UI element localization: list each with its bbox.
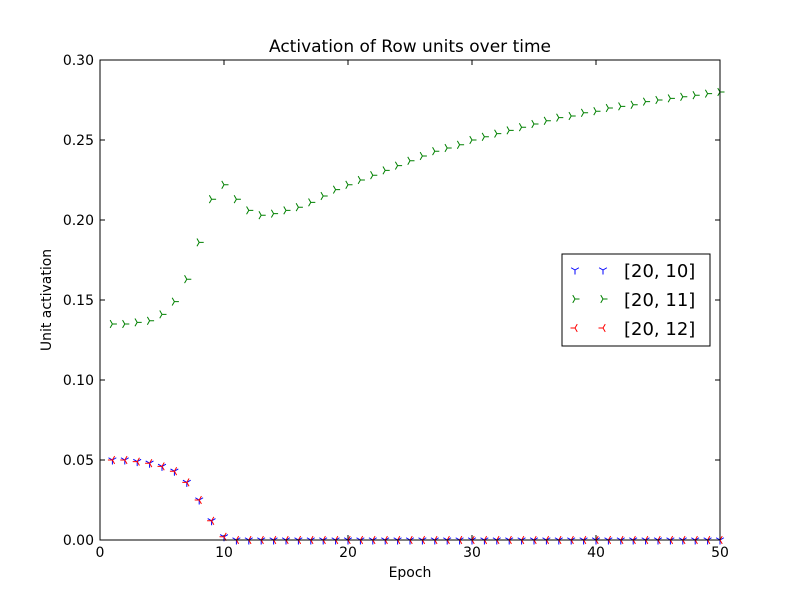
legend-markers bbox=[570, 267, 608, 333]
data-point bbox=[295, 203, 303, 212]
legend-marker bbox=[572, 294, 580, 304]
legend-marker bbox=[570, 323, 578, 333]
plot-frame bbox=[99, 59, 721, 541]
legend-marker bbox=[598, 267, 608, 275]
data-point bbox=[543, 116, 551, 125]
data-point bbox=[568, 111, 576, 121]
data-point bbox=[196, 238, 204, 247]
data-point bbox=[469, 135, 477, 145]
data-point bbox=[208, 195, 217, 204]
data-point bbox=[506, 126, 514, 135]
data-point bbox=[194, 495, 202, 505]
data-point bbox=[667, 94, 675, 103]
data-point bbox=[246, 206, 254, 215]
data-point bbox=[531, 119, 539, 129]
data-point bbox=[221, 180, 229, 189]
data-point bbox=[444, 143, 452, 153]
data-point bbox=[171, 297, 179, 306]
data-point bbox=[169, 467, 178, 476]
data-point bbox=[618, 102, 626, 111]
data-point bbox=[145, 459, 153, 468]
data-point bbox=[419, 151, 427, 161]
data-point bbox=[258, 211, 266, 220]
data-point bbox=[308, 198, 316, 207]
legend-label-series-2: [20, 11] bbox=[624, 290, 695, 311]
chart-title: Activation of Row units over time bbox=[269, 37, 551, 57]
data-point bbox=[655, 95, 663, 105]
legend-marker bbox=[598, 323, 606, 333]
y-tick-label: 0.15 bbox=[63, 293, 94, 309]
x-tick-label: 0 bbox=[96, 545, 105, 561]
data-point bbox=[494, 129, 502, 138]
legend-marker bbox=[600, 294, 608, 304]
data-point bbox=[456, 140, 465, 149]
data-point bbox=[692, 91, 700, 100]
x-tick-label: 50 bbox=[711, 545, 729, 561]
data-point bbox=[630, 100, 638, 109]
data-point bbox=[357, 175, 365, 185]
legend: [20, 10] [20, 11] [20, 12] bbox=[561, 253, 711, 347]
data-point bbox=[382, 166, 390, 175]
tick-labels-group: 0 10 20 30 40 50 0.00 0.05 0.10 0.15 0.20 0.25 0.30 bbox=[63, 53, 729, 561]
data-point bbox=[283, 206, 291, 215]
data-point bbox=[481, 132, 489, 141]
y-axis-label: Unit activation bbox=[39, 249, 55, 351]
data-point bbox=[370, 171, 378, 180]
x-axis-label: Epoch bbox=[389, 565, 432, 581]
data-point bbox=[159, 310, 167, 319]
data-point bbox=[407, 156, 415, 165]
data-point bbox=[556, 113, 564, 122]
data-point bbox=[270, 209, 279, 218]
data-point bbox=[122, 319, 130, 329]
data-point bbox=[593, 107, 601, 116]
data-point bbox=[233, 195, 241, 204]
data-point bbox=[120, 455, 128, 465]
markers-group bbox=[107, 87, 725, 545]
data-point bbox=[207, 516, 215, 525]
data-point bbox=[157, 462, 165, 471]
legend-label-series-1: [20, 10] bbox=[624, 261, 695, 282]
data-point bbox=[394, 161, 403, 170]
data-point bbox=[642, 97, 651, 106]
data-point bbox=[345, 180, 353, 189]
data-point bbox=[704, 89, 713, 98]
y-tick-label: 0.00 bbox=[63, 533, 94, 549]
data-point bbox=[680, 92, 688, 101]
data-point bbox=[320, 191, 328, 201]
data-point bbox=[134, 318, 142, 327]
series-2 bbox=[109, 87, 725, 329]
y-tick-label: 0.05 bbox=[63, 453, 94, 469]
data-point bbox=[132, 457, 140, 466]
data-point bbox=[184, 275, 192, 284]
data-point bbox=[182, 478, 190, 487]
y-tick-label: 0.30 bbox=[63, 53, 94, 69]
data-point bbox=[332, 185, 341, 194]
legend-label-series-3: [20, 12] bbox=[624, 319, 695, 340]
x-tick-label: 20 bbox=[339, 545, 357, 561]
y-tick-label: 0.10 bbox=[63, 373, 94, 389]
data-point bbox=[146, 316, 155, 325]
data-point bbox=[518, 123, 527, 132]
legend-box bbox=[561, 253, 711, 347]
data-point bbox=[109, 319, 117, 329]
y-tick-label: 0.20 bbox=[63, 213, 94, 229]
x-tick-label: 30 bbox=[463, 545, 481, 561]
data-point bbox=[605, 103, 613, 113]
legend-marker bbox=[570, 267, 580, 275]
x-tick-label: 40 bbox=[587, 545, 605, 561]
data-point bbox=[580, 108, 589, 117]
data-point bbox=[107, 455, 116, 465]
data-point bbox=[432, 147, 440, 156]
y-tick-label: 0.25 bbox=[63, 133, 94, 149]
x-tick-label: 10 bbox=[215, 545, 233, 561]
